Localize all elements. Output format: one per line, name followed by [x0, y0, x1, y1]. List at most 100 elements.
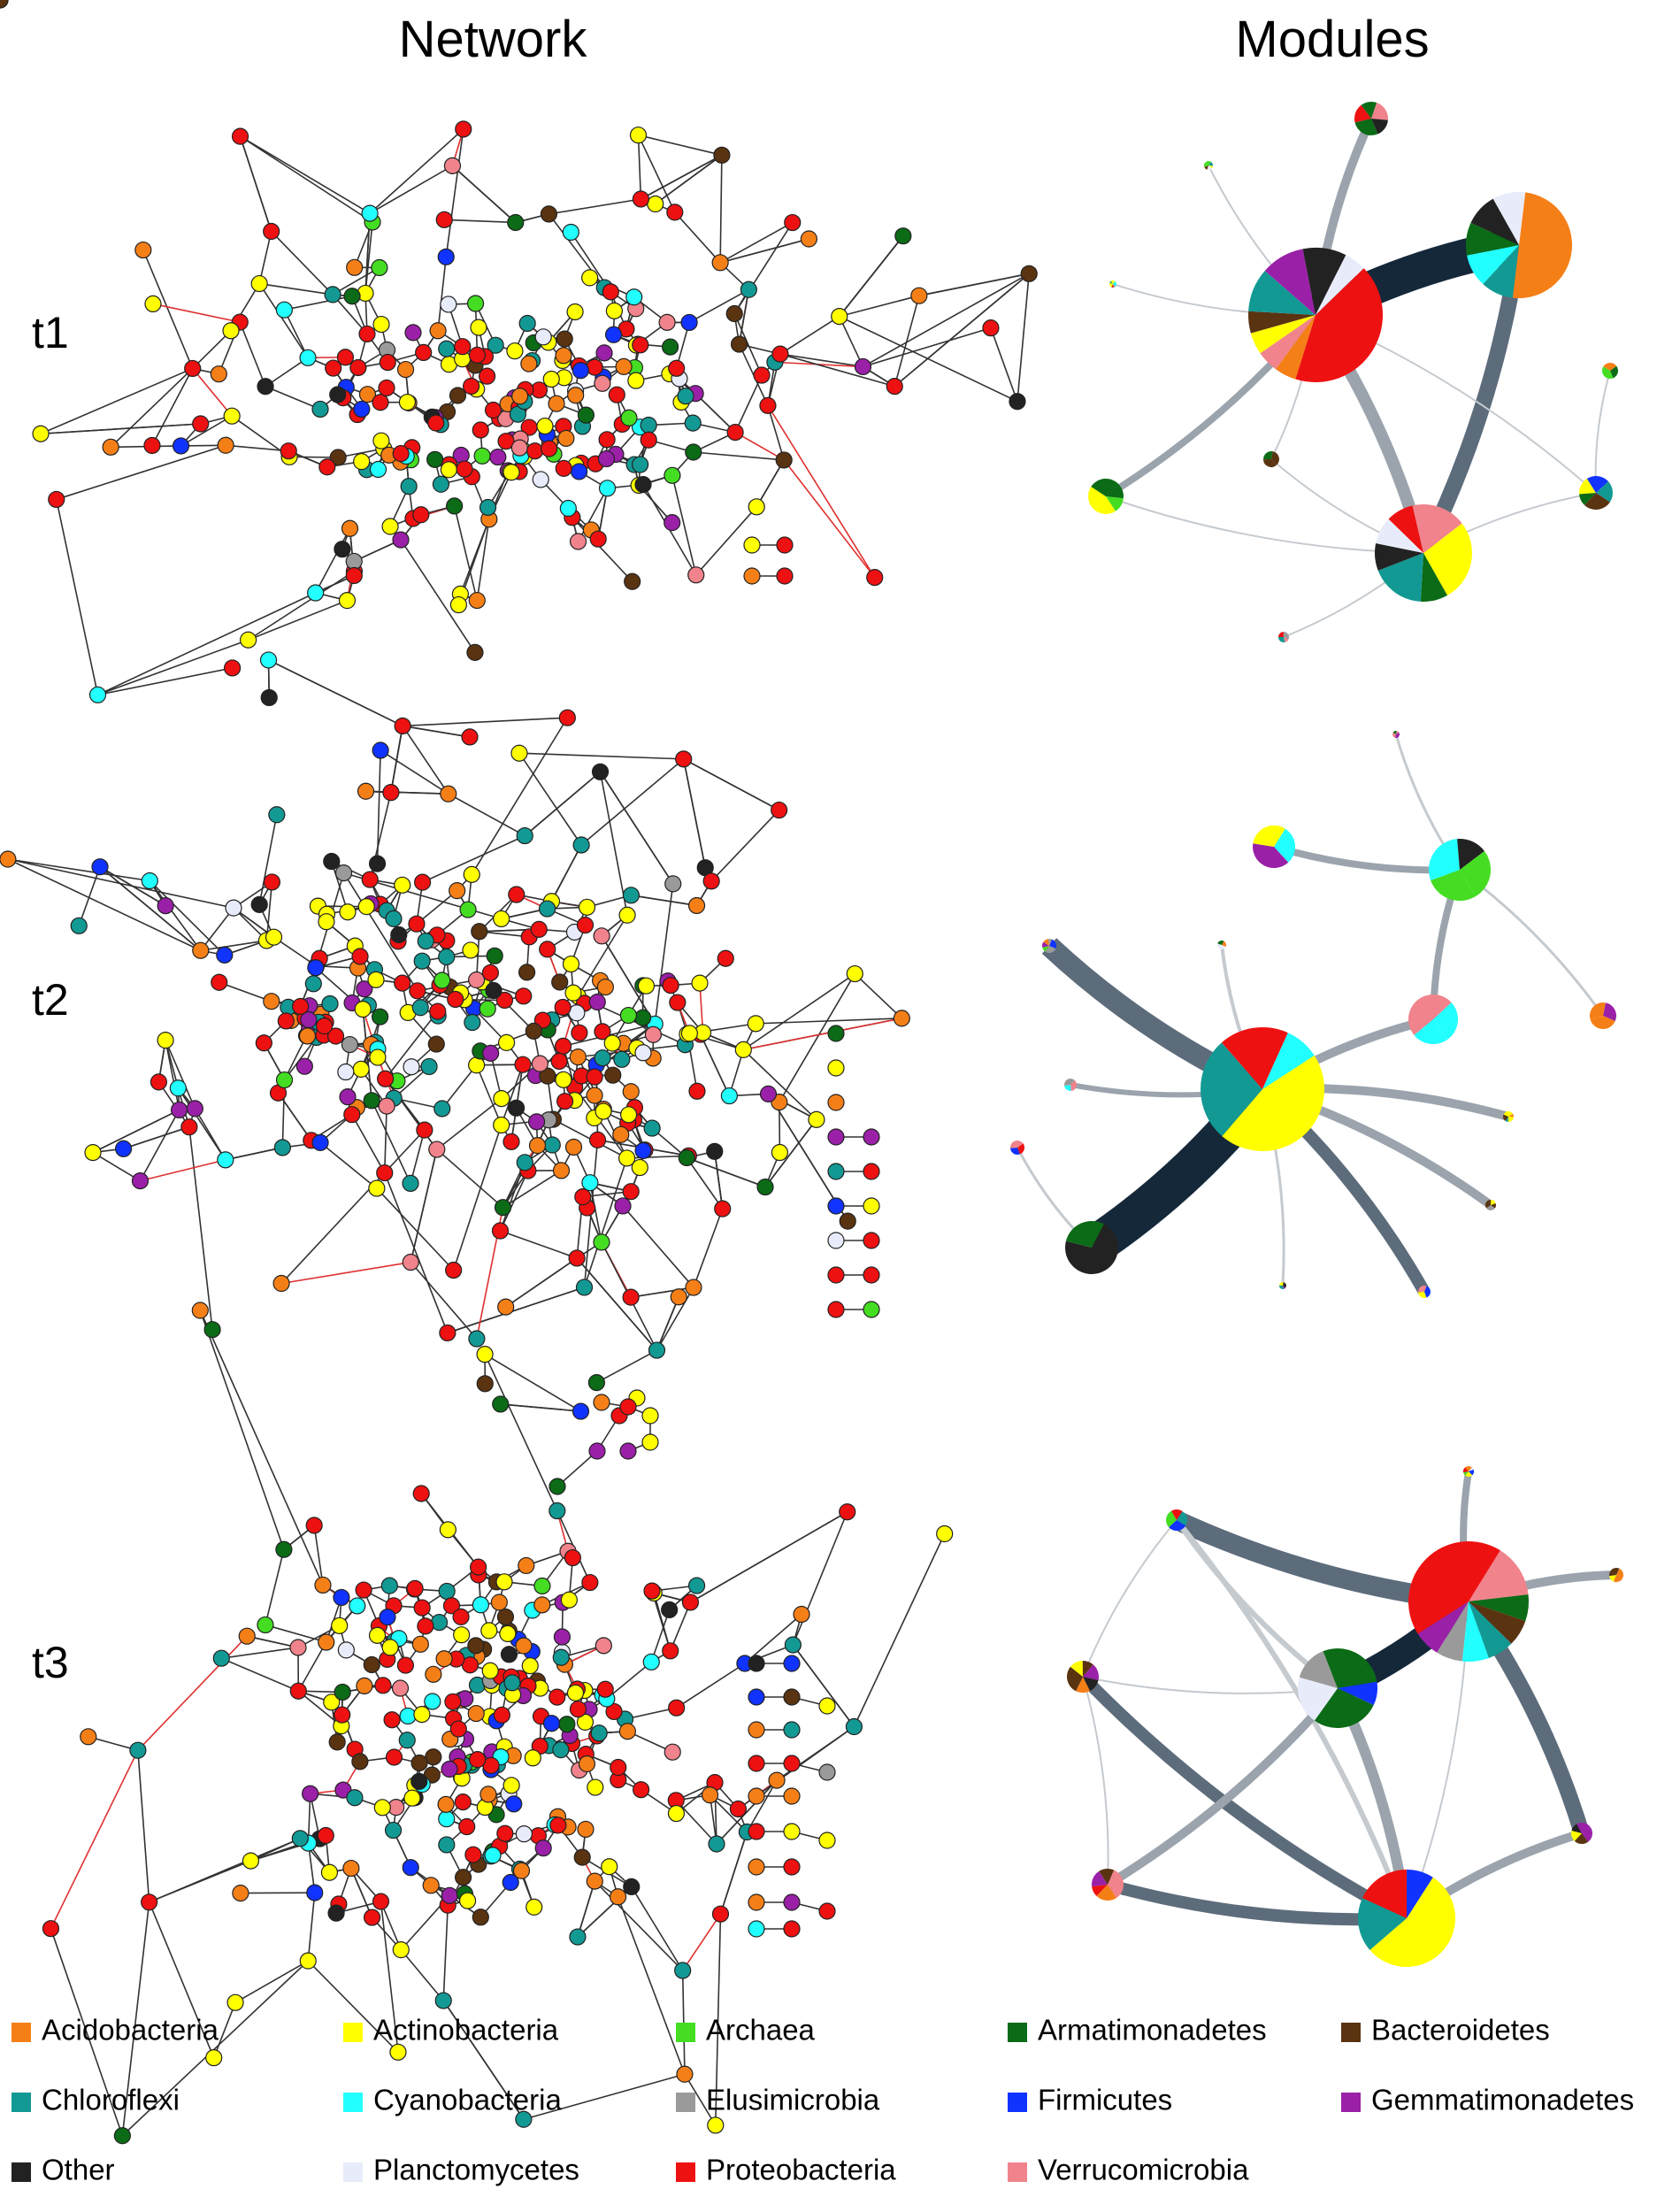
- node: [783, 1787, 801, 1805]
- node: [706, 1142, 724, 1160]
- node: [492, 1395, 510, 1413]
- node: [352, 1060, 370, 1078]
- node: [391, 1679, 410, 1697]
- edge: [441, 1064, 478, 1110]
- pie-slice: [1377, 553, 1423, 602]
- node: [566, 1684, 585, 1701]
- node: [839, 1503, 856, 1521]
- node: [321, 995, 339, 1013]
- node: [793, 1605, 810, 1624]
- edge: [140, 1159, 226, 1182]
- edge: [654, 883, 674, 1025]
- edge: [362, 1009, 372, 1101]
- edge: [332, 266, 380, 296]
- node: [576, 1713, 595, 1731]
- edge: [779, 353, 895, 388]
- pie-slice: [1113, 280, 1116, 287]
- pie-slice: [1466, 222, 1519, 256]
- pie-slice: [1418, 1292, 1427, 1298]
- node: [403, 1058, 420, 1076]
- node: [575, 1279, 594, 1296]
- pie-slice: [1010, 1148, 1020, 1155]
- pie-slice: [1485, 1201, 1491, 1209]
- edge: [240, 135, 371, 214]
- node: [540, 205, 558, 223]
- node: [298, 1027, 317, 1045]
- pie-slice: [1263, 450, 1273, 460]
- pie-slice: [1271, 451, 1279, 466]
- node: [642, 1653, 660, 1671]
- row-label: t1: [32, 308, 69, 357]
- pie-slice: [1108, 282, 1113, 288]
- node: [368, 855, 387, 872]
- pie-slice: [1082, 1661, 1093, 1677]
- pie-slice: [1388, 505, 1423, 553]
- edge: [92, 1109, 180, 1154]
- node: [680, 1025, 698, 1042]
- node: [305, 1517, 323, 1534]
- pie-slice: [1461, 1601, 1489, 1663]
- legend-label: Chloroflexi: [42, 2084, 180, 2116]
- edge: [854, 972, 902, 1019]
- pie-slice: [1208, 161, 1213, 166]
- edge: [674, 211, 721, 264]
- node: [456, 460, 473, 478]
- node: [191, 1302, 209, 1319]
- node: [467, 1637, 485, 1655]
- edge: [219, 981, 272, 1002]
- node: [680, 313, 698, 332]
- edge: [369, 165, 453, 214]
- node: [783, 1823, 801, 1840]
- node: [432, 475, 450, 493]
- node: [631, 1158, 648, 1177]
- node: [590, 1724, 608, 1742]
- edge: [671, 475, 697, 575]
- pie-slice: [1094, 496, 1116, 514]
- node: [713, 146, 731, 164]
- node: [515, 987, 533, 1005]
- node: [402, 1253, 419, 1271]
- node: [389, 2043, 407, 2061]
- node: [644, 1025, 663, 1043]
- node: [564, 1138, 583, 1156]
- node: [412, 506, 430, 524]
- edge: [756, 1018, 902, 1025]
- node: [500, 1646, 518, 1663]
- pie-slice: [1392, 730, 1397, 734]
- node: [633, 1781, 650, 1799]
- pie-slice: [1574, 1833, 1589, 1844]
- node: [560, 1591, 578, 1609]
- node: [613, 1050, 631, 1068]
- node: [631, 456, 649, 473]
- pie-slice: [1375, 543, 1423, 571]
- node: [514, 1056, 532, 1073]
- edge: [271, 230, 334, 296]
- pie-slice: [1092, 1885, 1108, 1896]
- node: [784, 1636, 802, 1654]
- node: [634, 476, 652, 494]
- node: [42, 1920, 60, 1938]
- node: [381, 518, 399, 535]
- node: [593, 927, 610, 945]
- node: [555, 347, 572, 365]
- node: [472, 1909, 489, 1926]
- node: [502, 1873, 519, 1892]
- node: [410, 1772, 428, 1790]
- node: [402, 1174, 419, 1193]
- node: [489, 448, 507, 466]
- node: [551, 973, 569, 991]
- pie-slice: [1165, 1510, 1177, 1528]
- node: [433, 1100, 451, 1118]
- edge: [402, 726, 449, 795]
- node: [708, 1835, 725, 1853]
- node: [384, 1821, 403, 1839]
- node: [730, 335, 748, 353]
- node: [776, 567, 794, 585]
- module-edge: [1078, 1672, 1410, 1924]
- node: [863, 1197, 880, 1215]
- node: [143, 436, 161, 455]
- edge: [734, 431, 785, 461]
- node: [257, 378, 274, 396]
- node: [438, 948, 456, 966]
- node: [473, 447, 491, 465]
